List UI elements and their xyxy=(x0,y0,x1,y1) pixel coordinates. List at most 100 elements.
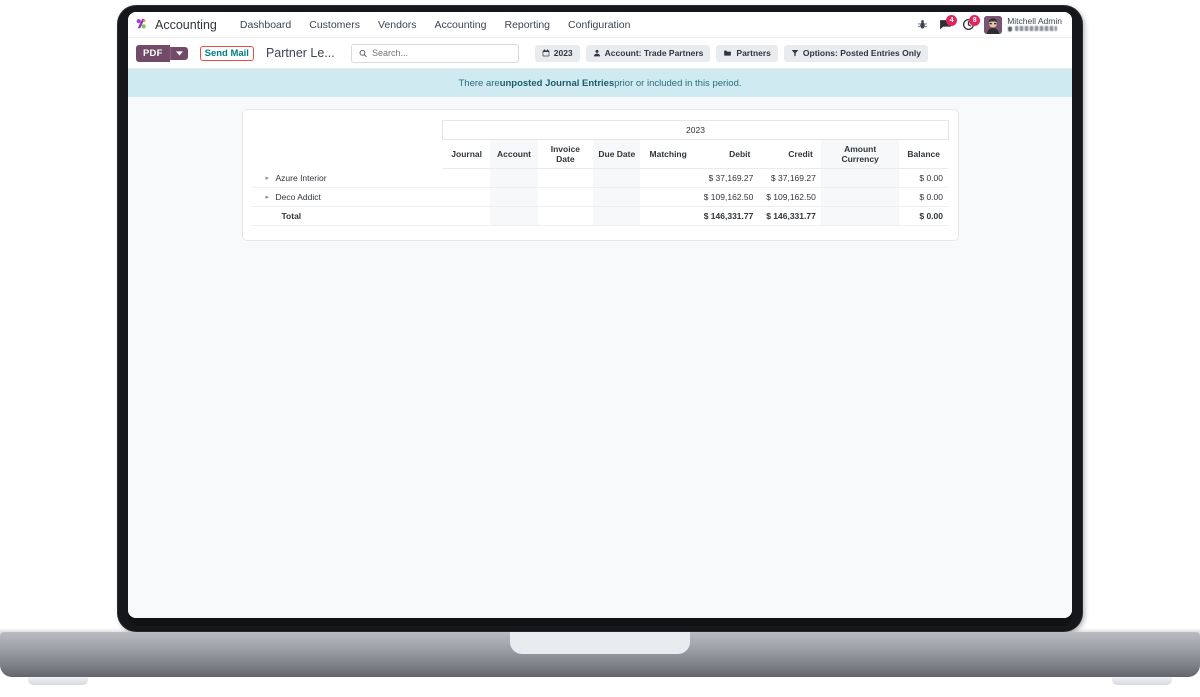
row-matching xyxy=(640,188,695,207)
facet-period-label: 2023 xyxy=(553,48,573,58)
report-area: 2023 Journal Account Invoice Date Due Da… xyxy=(128,97,1072,618)
column-header-credit[interactable]: Credit xyxy=(758,139,821,169)
row-debit: $ 109,162.50 xyxy=(703,192,754,202)
clock-icon[interactable]: 8 xyxy=(961,14,981,32)
row-account xyxy=(490,187,538,207)
row-matching xyxy=(640,169,695,188)
navbar-right: 4 8 xyxy=(915,14,1064,34)
facet-account-label: Account: Trade Partners xyxy=(604,48,704,58)
brand[interactable]: Accounting xyxy=(134,17,217,32)
avatar xyxy=(984,15,1003,34)
user-name: Mitchell Admin xyxy=(1007,16,1062,27)
row-amount-currency xyxy=(820,168,900,188)
column-header-row: Journal Account Invoice Date Due Date Ma… xyxy=(252,139,948,169)
facet-options[interactable]: Options: Posted Entries Only xyxy=(783,44,928,62)
main-menu: Dashboard Customers Vendors Accounting R… xyxy=(231,16,640,34)
total-matching xyxy=(640,207,695,226)
row-invoice-date xyxy=(538,169,593,188)
filter-icon xyxy=(791,50,799,57)
facet-partners[interactable]: Partners xyxy=(716,44,778,62)
bug-icon[interactable] xyxy=(915,18,929,32)
row-balance: $ 0.00 xyxy=(919,173,943,183)
send-mail-button[interactable]: Send Mail xyxy=(204,47,249,59)
laptop-foot-left xyxy=(28,677,88,685)
total-credit: $ 146,331.77 xyxy=(766,211,816,221)
row-invoice-date xyxy=(538,188,593,207)
row-account xyxy=(490,168,538,188)
caret-right-icon[interactable]: ▸ xyxy=(265,194,270,201)
database-name-redacted xyxy=(1015,26,1058,32)
user-database xyxy=(1007,26,1062,32)
row-due-date xyxy=(593,187,641,207)
menu-item-dashboard[interactable]: Dashboard xyxy=(239,18,292,31)
menu-item-vendors[interactable]: Vendors xyxy=(378,18,417,31)
search-icon xyxy=(359,49,367,57)
total-label: Total xyxy=(281,211,302,221)
brand-name: Accounting xyxy=(155,17,217,32)
partner-ledger-table: 2023 Journal Account Invoice Date Due Da… xyxy=(251,120,949,226)
database-icon xyxy=(1008,26,1013,32)
table-row[interactable]: ▸ Azure Interior $ 37,169.27 $ 37,169.27 xyxy=(251,168,948,188)
alert-strong[interactable]: unposted Journal Entries xyxy=(499,77,615,89)
row-credit: $ 37,169.27 xyxy=(770,173,816,183)
row-debit: $ 37,169.27 xyxy=(708,173,754,183)
caret-right-icon[interactable]: ▸ xyxy=(265,174,270,182)
unposted-entries-alert: There are unposted Journal Entries prior… xyxy=(128,69,1072,97)
column-header-amount-currency[interactable]: Amount Currency xyxy=(820,139,900,169)
row-due-date xyxy=(593,168,641,188)
total-balance: $ 0.00 xyxy=(919,211,943,221)
menu-item-configuration[interactable]: Configuration xyxy=(568,18,631,31)
report-body: ▸ Azure Interior $ 37,169.27 $ 37,169.27 xyxy=(251,168,948,226)
column-header-balance[interactable]: Balance xyxy=(899,139,948,169)
alert-prefix: There are xyxy=(458,77,500,89)
alert-suffix: prior or included in this period. xyxy=(614,77,742,89)
column-header-debit[interactable]: Debit xyxy=(695,139,759,169)
top-navbar: Accounting Dashboard Customers Vendors A… xyxy=(128,12,1072,38)
row-partner-name-cell[interactable]: ▸ Deco Addict xyxy=(252,188,443,207)
pdf-button[interactable]: PDF xyxy=(136,44,170,62)
total-debit: $ 146,331.77 xyxy=(703,211,754,221)
column-header-matching[interactable]: Matching xyxy=(640,139,696,169)
column-header-due-date[interactable]: Due Date xyxy=(593,139,641,169)
facet-options-label: Options: Posted Entries Only xyxy=(802,48,921,58)
total-journal xyxy=(443,207,490,226)
calendar-icon xyxy=(542,49,550,57)
search-facets: 2023 Account: Trade Partners Partners xyxy=(534,44,928,62)
row-journal xyxy=(443,169,490,188)
search-input[interactable] xyxy=(371,48,511,58)
row-partner-name: Deco Addict xyxy=(275,192,321,202)
laptop-foot-right xyxy=(1112,677,1172,685)
messages-badge: 4 xyxy=(946,14,958,26)
pdf-dropdown-button[interactable] xyxy=(169,46,188,60)
user-menu[interactable]: Mitchell Admin xyxy=(984,15,1062,34)
row-partner-name-cell[interactable]: ▸ Azure Interior xyxy=(252,169,443,188)
user-icon xyxy=(593,49,600,57)
chat-bubble-icon[interactable]: 4 xyxy=(938,14,958,32)
folder-icon xyxy=(724,50,732,56)
activities-badge: 8 xyxy=(969,14,981,26)
column-header-account[interactable]: Account xyxy=(490,139,538,169)
control-panel: PDF Send Mail Partner Le... xyxy=(128,38,1072,69)
menu-item-accounting[interactable]: Accounting xyxy=(434,18,487,31)
facet-partners-label: Partners xyxy=(736,48,771,58)
search-box[interactable] xyxy=(350,43,519,63)
column-header-invoice-date[interactable]: Invoice Date xyxy=(537,139,594,169)
period-header-spacer xyxy=(252,121,443,140)
row-amount-currency xyxy=(820,187,900,207)
row-journal xyxy=(443,188,490,207)
facet-account[interactable]: Account: Trade Partners xyxy=(585,44,711,62)
chevron-down-icon xyxy=(175,50,183,56)
period-header-row: 2023 xyxy=(252,120,949,140)
period-header: 2023 xyxy=(442,120,949,140)
laptop-base xyxy=(0,632,1200,677)
facet-period[interactable]: 2023 xyxy=(534,44,580,62)
screen-content: Accounting Dashboard Customers Vendors A… xyxy=(128,12,1072,618)
column-header-journal[interactable]: Journal xyxy=(442,139,491,169)
row-balance: $ 0.00 xyxy=(919,192,943,202)
menu-item-reporting[interactable]: Reporting xyxy=(504,18,551,31)
menu-item-customers[interactable]: Customers xyxy=(309,18,360,31)
table-row[interactable]: ▸ Deco Addict $ 109,162.50 $ 109,162.50 xyxy=(251,187,948,207)
user-meta: Mitchell Admin xyxy=(1007,17,1062,32)
page-title: Partner Le... xyxy=(265,46,335,60)
